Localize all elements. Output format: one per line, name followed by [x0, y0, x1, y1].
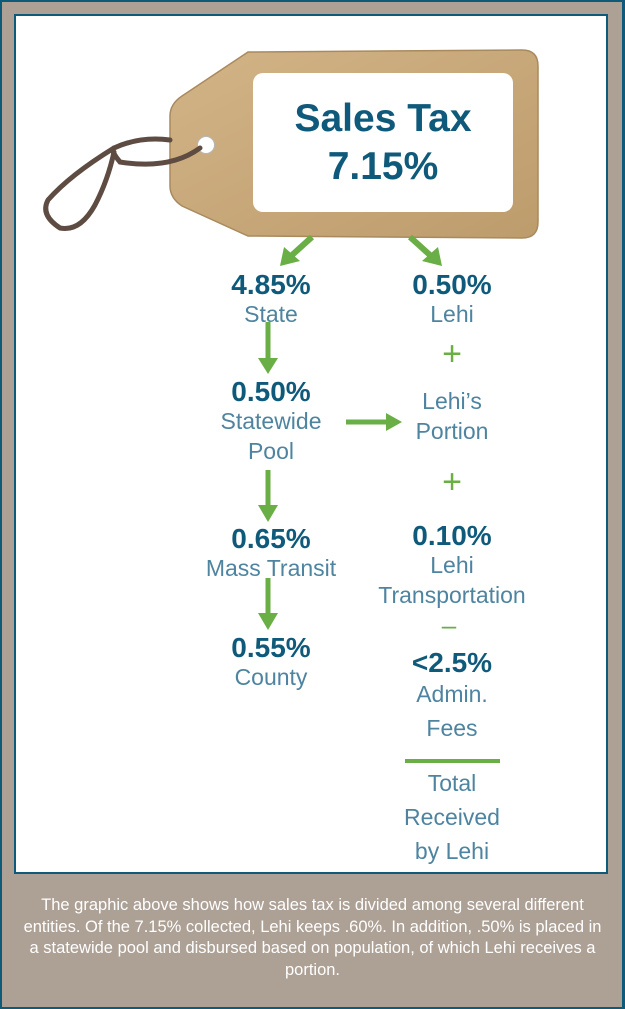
- node-lehi-transportation: 0.10% Lehi Transportation: [362, 522, 542, 610]
- admin-fees-label-1: Admin.: [416, 681, 488, 707]
- plus-icon: +: [442, 463, 462, 501]
- admin-fees-label-2: Fees: [426, 715, 478, 741]
- total-line-2: Received: [404, 804, 500, 830]
- mass-transit-percent: 0.65%: [231, 523, 311, 554]
- county-percent: 0.55%: [231, 632, 311, 663]
- tag-title: Sales Tax 7.15%: [253, 73, 513, 212]
- portion-label-1: Lehi’s: [422, 388, 482, 414]
- tag-string-icon: [43, 136, 203, 232]
- plus-icon: +: [442, 335, 462, 373]
- minus-icon: –: [441, 610, 457, 640]
- total-line-1: Total: [427, 770, 477, 796]
- node-state: 4.85% State: [188, 271, 354, 329]
- caption: The graphic above shows how sales tax is…: [23, 896, 602, 979]
- total-line-3: by Lehi: [414, 838, 490, 864]
- mass-transit-label: Mass Transit: [205, 555, 337, 581]
- node-lehi-portion: Lehi’s Portion: [372, 386, 532, 446]
- statewide-pool-label-2: Pool: [247, 438, 295, 464]
- portion-label-2: Portion: [415, 418, 489, 444]
- transportation-percent: 0.10%: [412, 520, 492, 551]
- node-county: 0.55% County: [188, 634, 354, 692]
- node-total-received: Total Received by Lehi: [372, 766, 532, 868]
- statewide-pool-percent: 0.50%: [231, 376, 311, 407]
- admin-fees-percent: <2.5%: [411, 647, 493, 678]
- county-label: County: [234, 664, 308, 690]
- tag-title-line1: Sales Tax: [294, 96, 472, 140]
- state-percent: 4.85%: [231, 269, 311, 300]
- statewide-pool-label-1: Statewide: [220, 408, 322, 434]
- price-tag-icon: [169, 49, 539, 239]
- node-lehi: 0.50% Lehi: [372, 271, 532, 329]
- tag-title-rate: 7.15%: [327, 144, 439, 188]
- node-admin-fees: <2.5% Admin. Fees: [372, 649, 532, 745]
- node-statewide-pool: 0.50% Statewide Pool: [178, 378, 364, 466]
- transportation-label-2: Transportation: [378, 582, 526, 608]
- state-label: State: [244, 301, 298, 327]
- arrow-icon: [258, 234, 500, 763]
- node-mass-transit: 0.65% Mass Transit: [178, 525, 364, 583]
- lehi-percent: 0.50%: [412, 269, 492, 300]
- transportation-label-1: Lehi: [430, 552, 474, 578]
- lehi-label: Lehi: [430, 301, 474, 327]
